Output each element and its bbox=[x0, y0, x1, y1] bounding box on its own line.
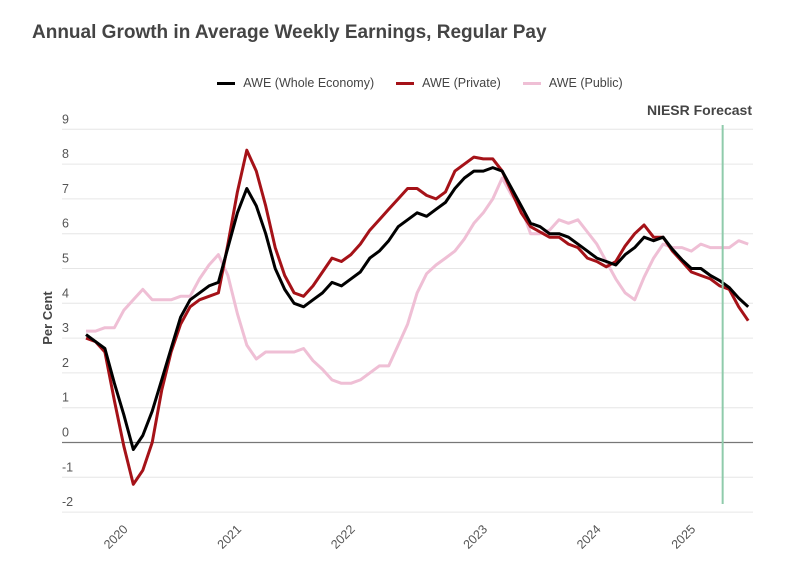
y-tick-label: -1 bbox=[62, 460, 73, 474]
x-tick-label: 2025 bbox=[669, 522, 699, 552]
legend-label: AWE (Private) bbox=[422, 76, 501, 90]
legend-swatch bbox=[396, 81, 415, 85]
legend-item-whole-economy[interactable]: AWE (Whole Economy) bbox=[217, 76, 374, 90]
x-tick-label: 2020 bbox=[101, 522, 131, 552]
y-tick-label: 6 bbox=[62, 217, 69, 231]
y-tick-label: -2 bbox=[62, 495, 73, 509]
y-tick-label: 8 bbox=[62, 147, 69, 161]
y-tick-label: 7 bbox=[62, 182, 69, 196]
legend: AWE (Whole Economy) AWE (Private) AWE (P… bbox=[20, 76, 800, 90]
y-tick-label: 1 bbox=[62, 391, 69, 405]
legend-item-public[interactable]: AWE (Public) bbox=[522, 76, 623, 90]
x-tick-label: 2021 bbox=[215, 522, 245, 552]
legend-label: AWE (Whole Economy) bbox=[243, 76, 375, 90]
y-tick-label: 9 bbox=[62, 112, 69, 126]
x-tick-label: 2022 bbox=[328, 522, 358, 552]
legend-swatch bbox=[217, 81, 236, 85]
y-tick-label: 2 bbox=[62, 356, 69, 370]
chart-title: Annual Growth in Average Weekly Earnings… bbox=[32, 22, 547, 43]
y-tick-label: 4 bbox=[62, 286, 69, 300]
legend-label: AWE (Public) bbox=[548, 76, 623, 90]
x-tick-label: 2023 bbox=[461, 522, 491, 552]
y-axis-label: Per Cent bbox=[40, 291, 55, 345]
y-tick-label: 5 bbox=[62, 252, 69, 266]
series-line-awe-private bbox=[85, 148, 750, 486]
legend-item-private[interactable]: AWE (Private) bbox=[396, 76, 501, 90]
series-line-awe-public bbox=[86, 176, 749, 385]
y-tick-label: 0 bbox=[62, 426, 69, 440]
y-tick-label: 3 bbox=[62, 321, 69, 335]
forecast-label: NIESR Forecast bbox=[647, 102, 752, 118]
series-line-awe-whole-economy bbox=[85, 166, 750, 451]
legend-swatch bbox=[522, 81, 541, 85]
x-tick-label: 2024 bbox=[574, 522, 604, 552]
